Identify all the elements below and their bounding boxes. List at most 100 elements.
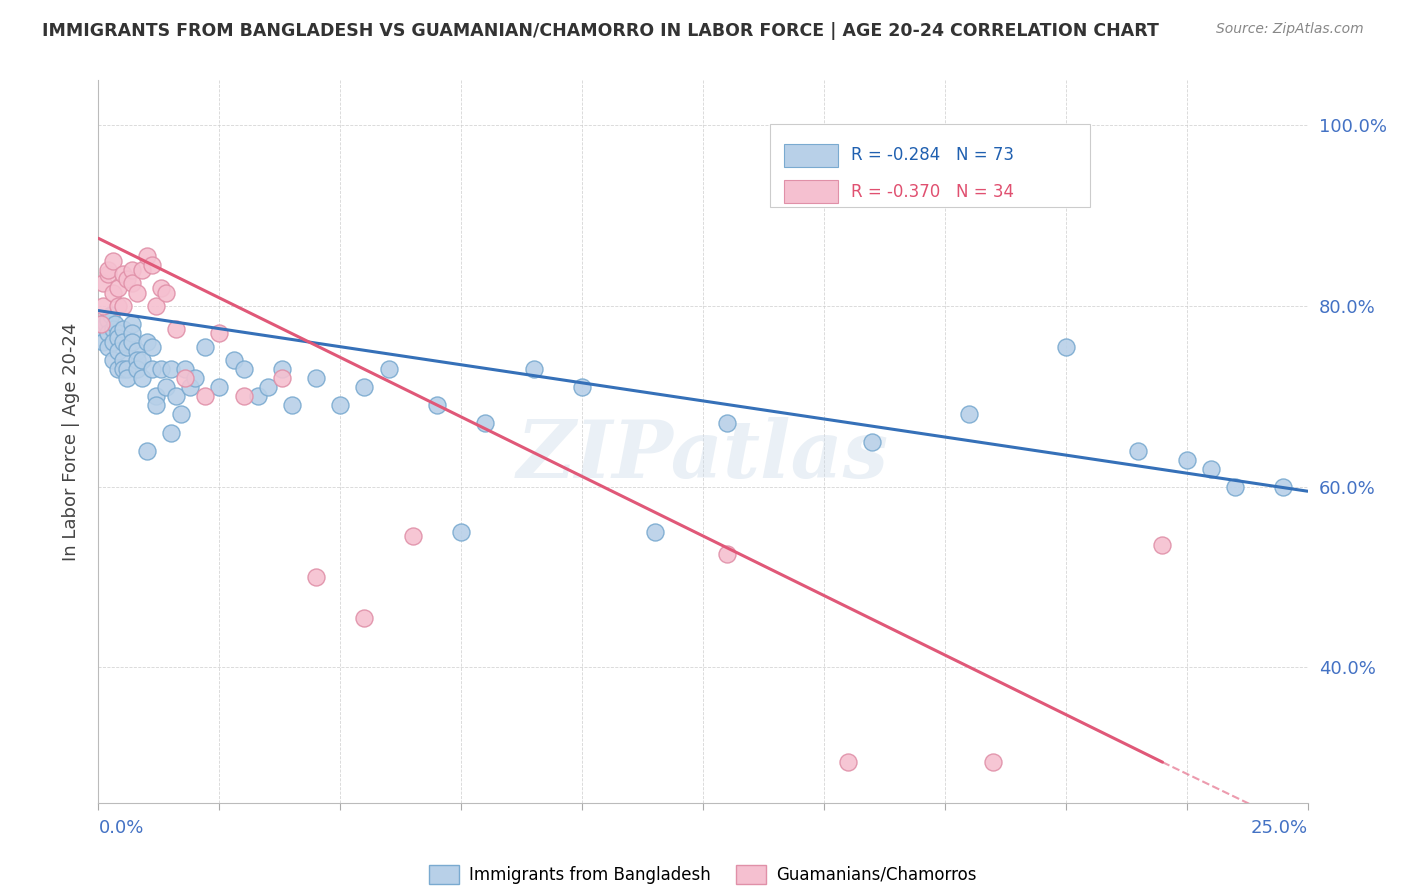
Point xyxy=(121,317,143,331)
Point xyxy=(127,285,149,300)
Text: Source: ZipAtlas.com: Source: ZipAtlas.com xyxy=(1216,22,1364,37)
Text: 25.0%: 25.0% xyxy=(1250,819,1308,837)
Point xyxy=(169,408,191,422)
Point xyxy=(281,398,304,412)
Point xyxy=(91,321,114,335)
Point xyxy=(91,277,114,291)
Point xyxy=(107,344,129,359)
Point xyxy=(117,340,139,354)
Point xyxy=(256,380,278,394)
Point xyxy=(97,326,120,341)
Y-axis label: In Labor Force | Age 20-24: In Labor Force | Age 20-24 xyxy=(62,322,80,561)
Point xyxy=(305,570,328,584)
Point xyxy=(271,362,294,376)
Point xyxy=(155,285,177,300)
Point xyxy=(101,353,124,368)
Point xyxy=(860,434,883,449)
Point xyxy=(107,362,129,376)
Point xyxy=(101,285,124,300)
Text: ZIPatlas: ZIPatlas xyxy=(517,417,889,495)
Point xyxy=(194,389,217,403)
FancyBboxPatch shape xyxy=(785,144,838,167)
Point xyxy=(353,610,375,624)
Point xyxy=(97,268,120,282)
Point xyxy=(174,371,197,385)
Point xyxy=(141,362,163,376)
Text: 0.0%: 0.0% xyxy=(98,819,143,837)
Point xyxy=(145,299,167,313)
Point xyxy=(571,380,593,394)
Point xyxy=(135,335,157,350)
Point xyxy=(155,380,177,394)
Point xyxy=(97,263,120,277)
Point xyxy=(91,335,114,350)
Point xyxy=(91,299,114,313)
Point xyxy=(121,335,143,350)
Point xyxy=(97,312,120,326)
Point xyxy=(402,529,425,543)
Point xyxy=(232,362,254,376)
Point xyxy=(184,371,207,385)
Point xyxy=(111,362,134,376)
Point xyxy=(1128,443,1150,458)
Point xyxy=(981,755,1004,769)
Point xyxy=(121,277,143,291)
Point xyxy=(145,389,167,403)
Point xyxy=(117,362,139,376)
Point xyxy=(1152,538,1174,552)
Point xyxy=(100,308,122,322)
Point xyxy=(208,380,231,394)
Point xyxy=(160,425,183,440)
Point xyxy=(107,326,129,341)
Point xyxy=(111,268,134,282)
Point xyxy=(111,299,134,313)
Point xyxy=(208,326,231,341)
Point xyxy=(222,353,245,368)
Point xyxy=(131,263,153,277)
Point xyxy=(194,340,217,354)
Point xyxy=(104,317,127,331)
Point xyxy=(957,408,980,422)
Point xyxy=(329,398,352,412)
Point xyxy=(474,417,496,431)
Point xyxy=(1272,480,1295,494)
Point xyxy=(101,335,124,350)
Point xyxy=(716,548,738,562)
Point xyxy=(131,353,153,368)
Point xyxy=(450,524,472,539)
Point xyxy=(426,398,449,412)
Point xyxy=(145,398,167,412)
Point xyxy=(160,362,183,376)
Point xyxy=(117,272,139,286)
Point xyxy=(1175,452,1198,467)
Point xyxy=(131,371,153,385)
Point xyxy=(232,389,254,403)
Text: IMMIGRANTS FROM BANGLADESH VS GUAMANIAN/CHAMORRO IN LABOR FORCE | AGE 20-24 CORR: IMMIGRANTS FROM BANGLADESH VS GUAMANIAN/… xyxy=(42,22,1159,40)
Point xyxy=(107,299,129,313)
Point xyxy=(179,380,201,394)
Point xyxy=(837,755,859,769)
Point xyxy=(90,317,112,331)
Point xyxy=(141,340,163,354)
Point xyxy=(1054,340,1077,354)
Point xyxy=(94,317,117,331)
Point xyxy=(127,344,149,359)
Point xyxy=(150,362,173,376)
Point xyxy=(90,317,112,331)
Point xyxy=(174,362,197,376)
Point xyxy=(111,335,134,350)
Point xyxy=(305,371,328,385)
Point xyxy=(101,254,124,268)
Point xyxy=(165,389,187,403)
Legend: Immigrants from Bangladesh, Guamanians/Chamorros: Immigrants from Bangladesh, Guamanians/C… xyxy=(423,858,983,891)
Point xyxy=(107,281,129,295)
Point xyxy=(97,340,120,354)
Point xyxy=(271,371,294,385)
FancyBboxPatch shape xyxy=(769,124,1090,207)
Point xyxy=(117,371,139,385)
Point xyxy=(353,380,375,394)
Text: R = -0.284   N = 73: R = -0.284 N = 73 xyxy=(851,146,1014,164)
Point xyxy=(107,331,129,345)
Point xyxy=(150,281,173,295)
Point xyxy=(111,321,134,335)
